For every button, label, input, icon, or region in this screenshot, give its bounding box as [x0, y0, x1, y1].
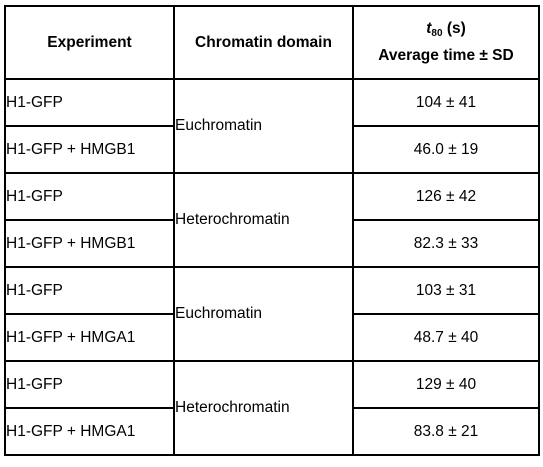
domain-cell: Heterochromatin: [173, 172, 354, 268]
t-unit: (s): [446, 20, 466, 37]
domain-cell: Euchromatin: [173, 78, 354, 174]
experiment-cell: H1-GFP: [4, 172, 175, 221]
header-average-time: t80 (s) Average time ± SD: [352, 5, 540, 80]
table-row: H1-GFP Heterochromatin 129 ± 40: [4, 360, 540, 456]
table-row: H1-GFP + HMGA1 48.7 ± 40: [4, 313, 540, 362]
results-table: Experiment Chromatin domain t80 (s) Aver…: [4, 5, 540, 456]
value-cell: 82.3 ± 33: [352, 219, 540, 268]
value-cell: 126 ± 42: [352, 172, 540, 221]
header-t80-line: t80 (s): [354, 18, 538, 45]
value-cell: 129 ± 40: [352, 360, 540, 409]
value-cell: 103 ± 31: [352, 266, 540, 315]
experiment-cell: H1-GFP + HMGB1: [4, 219, 175, 268]
experiment-cell: H1-GFP + HMGB1: [4, 125, 175, 174]
value-cell: 104 ± 41: [352, 78, 540, 127]
header-chromatin-domain: Chromatin domain: [173, 5, 354, 80]
value-cell: 46.0 ± 19: [352, 125, 540, 174]
t-subscript: 80: [431, 28, 443, 39]
experiment-cell: H1-GFP + HMGA1: [4, 313, 175, 362]
domain-cell: Euchromatin: [173, 266, 354, 362]
t-symbol: t: [426, 20, 432, 37]
experiment-cell: H1-GFP: [4, 78, 175, 127]
experiment-cell: H1-GFP: [4, 360, 175, 409]
table-row: H1-GFP Heterochromatin 126 ± 42: [4, 172, 540, 268]
header-experiment: Experiment: [4, 5, 175, 80]
header-row: Experiment Chromatin domain t80 (s) Aver…: [4, 5, 540, 80]
domain-cell: Heterochromatin: [173, 360, 354, 456]
table-row: H1-GFP + HMGB1 46.0 ± 19: [4, 125, 540, 174]
experiment-cell: H1-GFP + HMGA1: [4, 407, 175, 456]
table-row: H1-GFP + HMGA1 83.8 ± 21: [4, 407, 540, 456]
value-cell: 48.7 ± 40: [352, 313, 540, 362]
experiment-cell: H1-GFP: [4, 266, 175, 315]
header-value-label: Average time ± SD: [378, 47, 514, 64]
value-cell: 83.8 ± 21: [352, 407, 540, 456]
table-row: H1-GFP Euchromatin 104 ± 41: [4, 78, 540, 174]
table-row: H1-GFP + HMGB1 82.3 ± 33: [4, 219, 540, 268]
table-row: H1-GFP Euchromatin 103 ± 31: [4, 266, 540, 362]
